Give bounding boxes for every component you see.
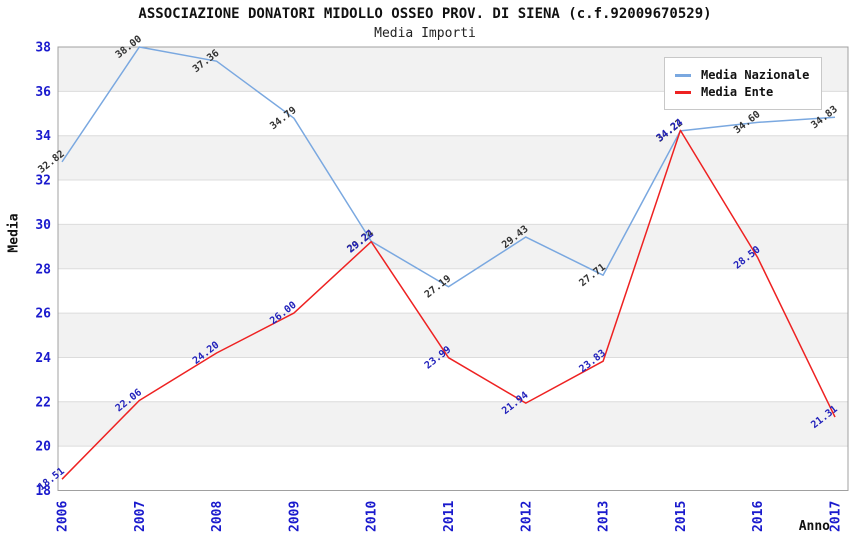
legend-item-media-nazionale: Media Nazionale (675, 68, 809, 82)
legend-label: Media Ente (701, 85, 774, 99)
svg-text:2012: 2012 (519, 501, 534, 532)
media-nazionale-swatch-icon (675, 73, 691, 77)
chart-title: ASSOCIAZIONE DONATORI MIDOLLO OSSEO PROV… (138, 6, 712, 22)
svg-text:32: 32 (35, 174, 51, 189)
svg-text:2007: 2007 (133, 501, 148, 532)
svg-text:28: 28 (35, 262, 51, 277)
svg-text:30: 30 (35, 218, 51, 233)
svg-text:2010: 2010 (365, 501, 380, 532)
svg-text:26: 26 (35, 307, 51, 322)
x-axis-title: Anno (798, 519, 830, 534)
svg-text:34: 34 (35, 129, 51, 144)
media-ente-swatch-icon (675, 90, 691, 94)
svg-text:2011: 2011 (442, 501, 457, 532)
svg-text:22: 22 (35, 395, 51, 410)
svg-text:38: 38 (35, 41, 51, 56)
svg-text:20: 20 (35, 440, 51, 455)
svg-text:18: 18 (35, 484, 51, 499)
svg-text:36: 36 (35, 85, 51, 100)
chart-subtitle: Media Importi (374, 26, 476, 41)
legend-item-media-ente: Media Ente (675, 85, 809, 99)
svg-text:2015: 2015 (674, 501, 689, 532)
svg-text:2013: 2013 (597, 501, 612, 532)
svg-text:2008: 2008 (210, 501, 225, 532)
svg-text:2016: 2016 (751, 501, 766, 532)
svg-text:24: 24 (35, 351, 51, 366)
svg-text:2017: 2017 (829, 501, 844, 532)
legend-label: Media Nazionale (701, 68, 810, 82)
svg-text:2009: 2009 (287, 501, 302, 532)
y-axis-title: Media (6, 213, 22, 253)
svg-text:2006: 2006 (56, 501, 71, 532)
chart-legend: Media Nazionale Media Ente (664, 57, 823, 110)
